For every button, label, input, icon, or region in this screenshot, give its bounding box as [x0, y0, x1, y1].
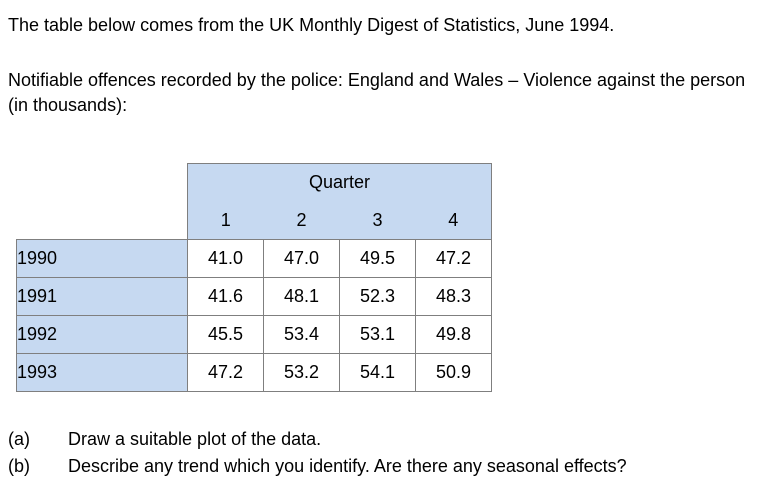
- question-item: (a) Draw a suitable plot of the data.: [8, 426, 627, 453]
- question-label: (a): [8, 429, 30, 449]
- table-heading: Notifiable offences recorded by the poli…: [8, 70, 746, 115]
- table-row: 1991 41.6 48.1 52.3 48.3: [16, 277, 492, 316]
- table-header-row-group: Quarter: [16, 163, 492, 240]
- value-cell: 45.5: [187, 315, 264, 354]
- question-item: (b) Describe any trend which you identif…: [8, 453, 627, 480]
- year-cell: 1993: [16, 353, 188, 392]
- table-header-row-quarters: 1 2 3 4: [17, 201, 492, 240]
- value-cell: 48.3: [415, 277, 492, 316]
- year-cell: 1991: [16, 277, 188, 316]
- quarter-header-cell: 1: [187, 201, 264, 240]
- table-row: 1993 47.2 53.2 54.1 50.9: [16, 353, 492, 392]
- value-cell: 50.9: [415, 353, 492, 392]
- value-cell: 53.4: [263, 315, 340, 354]
- value-cell: 47.2: [415, 239, 492, 278]
- quarter-group-header: Quarter: [187, 163, 492, 202]
- value-cell: 53.2: [263, 353, 340, 392]
- table-row: 1990 41.0 47.0 49.5 47.2: [16, 239, 492, 278]
- value-cell: 54.1: [339, 353, 416, 392]
- year-cell: 1992: [16, 315, 188, 354]
- value-cell: 49.5: [339, 239, 416, 278]
- question-list: (a) Draw a suitable plot of the data. (b…: [8, 426, 627, 480]
- value-cell: 49.8: [415, 315, 492, 354]
- quarter-header-cell: 2: [263, 201, 340, 240]
- intro-text: The table below comes from the UK Monthl…: [8, 15, 615, 35]
- value-cell: 48.1: [263, 277, 340, 316]
- value-cell: 52.3: [339, 277, 416, 316]
- question-text: Draw a suitable plot of the data.: [68, 429, 322, 449]
- value-cell: 47.2: [187, 353, 264, 392]
- table-corner-cell: [16, 163, 188, 240]
- value-cell: 41.0: [187, 239, 264, 278]
- table-row: 1992 45.5 53.4 53.1 49.8: [16, 315, 492, 354]
- value-cell: 47.0: [263, 239, 340, 278]
- question-label: (b): [8, 456, 30, 476]
- value-cell: 41.6: [187, 277, 264, 316]
- question-text: Describe any trend which you identify. A…: [68, 456, 627, 476]
- offences-table: Quarter 1 2 3 4 1990 41.0 47.0 49.5 47.2…: [16, 163, 492, 392]
- quarter-header-cell: 3: [339, 201, 416, 240]
- value-cell: 53.1: [339, 315, 416, 354]
- year-cell: 1990: [16, 239, 188, 278]
- quarter-header-cell: 4: [415, 201, 492, 240]
